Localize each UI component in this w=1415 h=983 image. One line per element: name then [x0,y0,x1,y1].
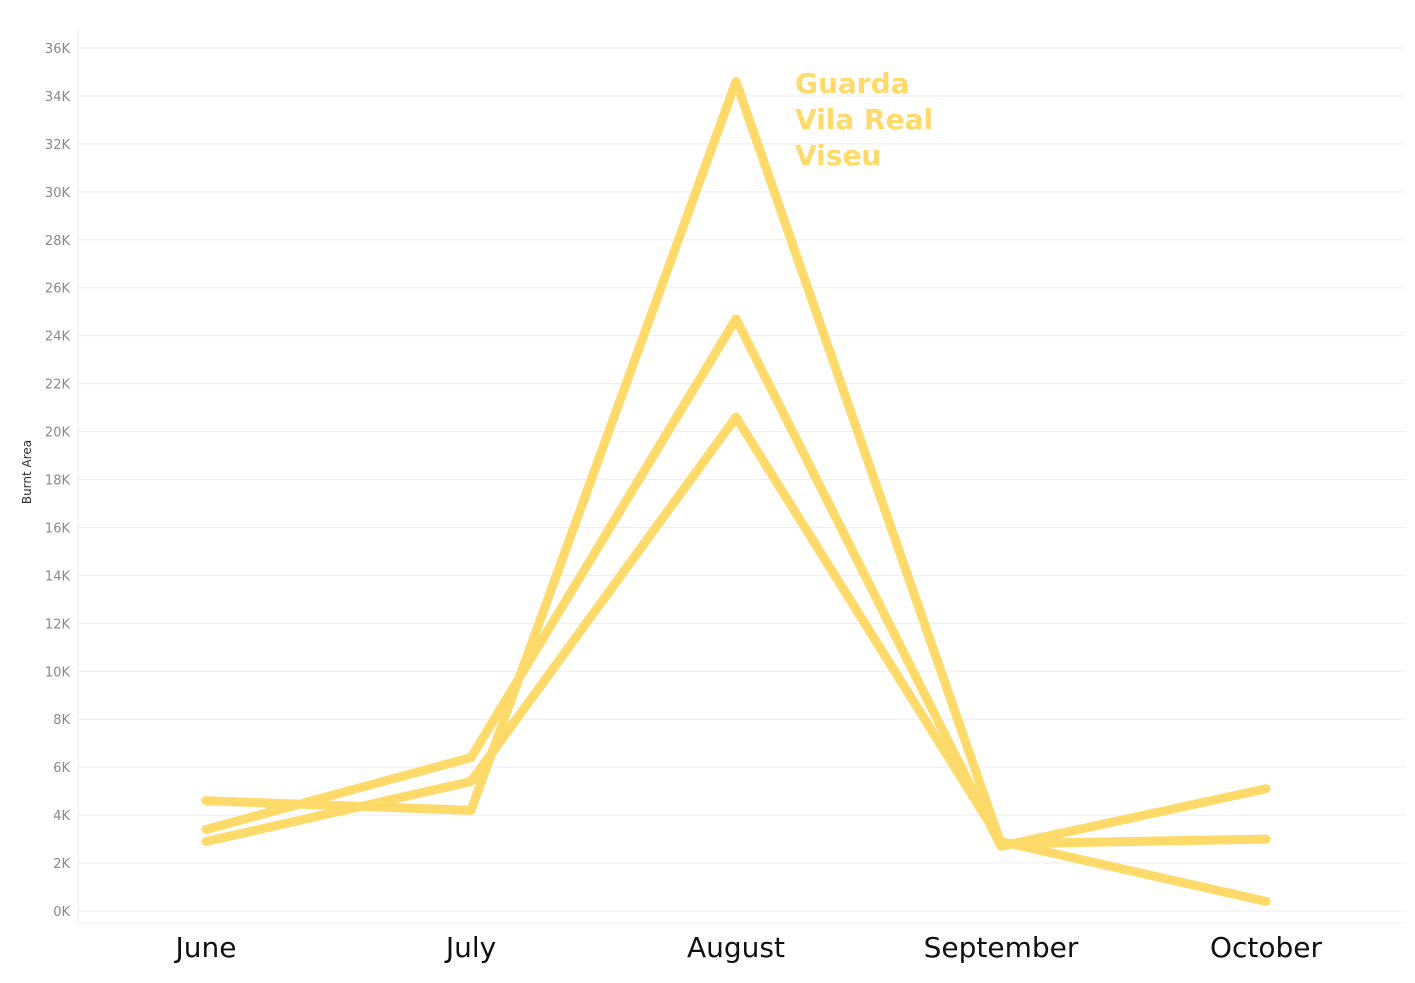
legend-entry: Guarda [795,67,910,100]
x-axis-ticks: June July August September October [174,931,1323,964]
x-tick-label: August [687,931,785,964]
y-tick-label: 6K [53,761,70,776]
y-tick-label: 26K [45,282,71,297]
y-tick-label: 14K [45,569,71,584]
y-tick-label: 24K [45,330,71,345]
y-tick-label: 32K [45,138,71,153]
series-lines [201,77,1271,906]
legend-entry: Viseu [795,139,881,172]
x-tick-label: June [174,931,237,964]
legend-entry: Vila Real [795,103,933,136]
y-tick-label: 28K [45,234,71,249]
y-axis-label: Burnt Area [20,440,34,504]
y-tick-label: 8K [53,713,70,728]
y-tick-label: 12K [45,617,71,632]
y-tick-label: 4K [53,809,70,824]
y-tick-label: 30K [45,186,71,201]
y-tick-label: 22K [45,378,71,393]
series-line-viseu [201,412,1271,906]
y-tick-label: 16K [45,521,71,536]
series-line-guarda [201,77,1271,849]
y-tick-label: 36K [45,42,71,57]
y-tick-label: 34K [45,90,71,105]
x-tick-label: July [444,931,496,964]
x-tick-label: September [924,931,1079,964]
series-line-vila-real [201,314,1271,851]
y-tick-label: 2K [53,857,70,872]
y-tick-label: 10K [45,665,71,680]
gridlines [77,28,1405,924]
y-tick-label: 18K [45,474,71,489]
y-tick-label: 20K [45,426,71,441]
x-tick-label: October [1210,931,1323,964]
y-axis-ticks: 0K 2K 4K 6K 8K 10K 12K 14K 16K 18K 20K 22K 24K 26K 28K… [45,42,71,920]
y-tick-label: 0K [53,905,70,920]
